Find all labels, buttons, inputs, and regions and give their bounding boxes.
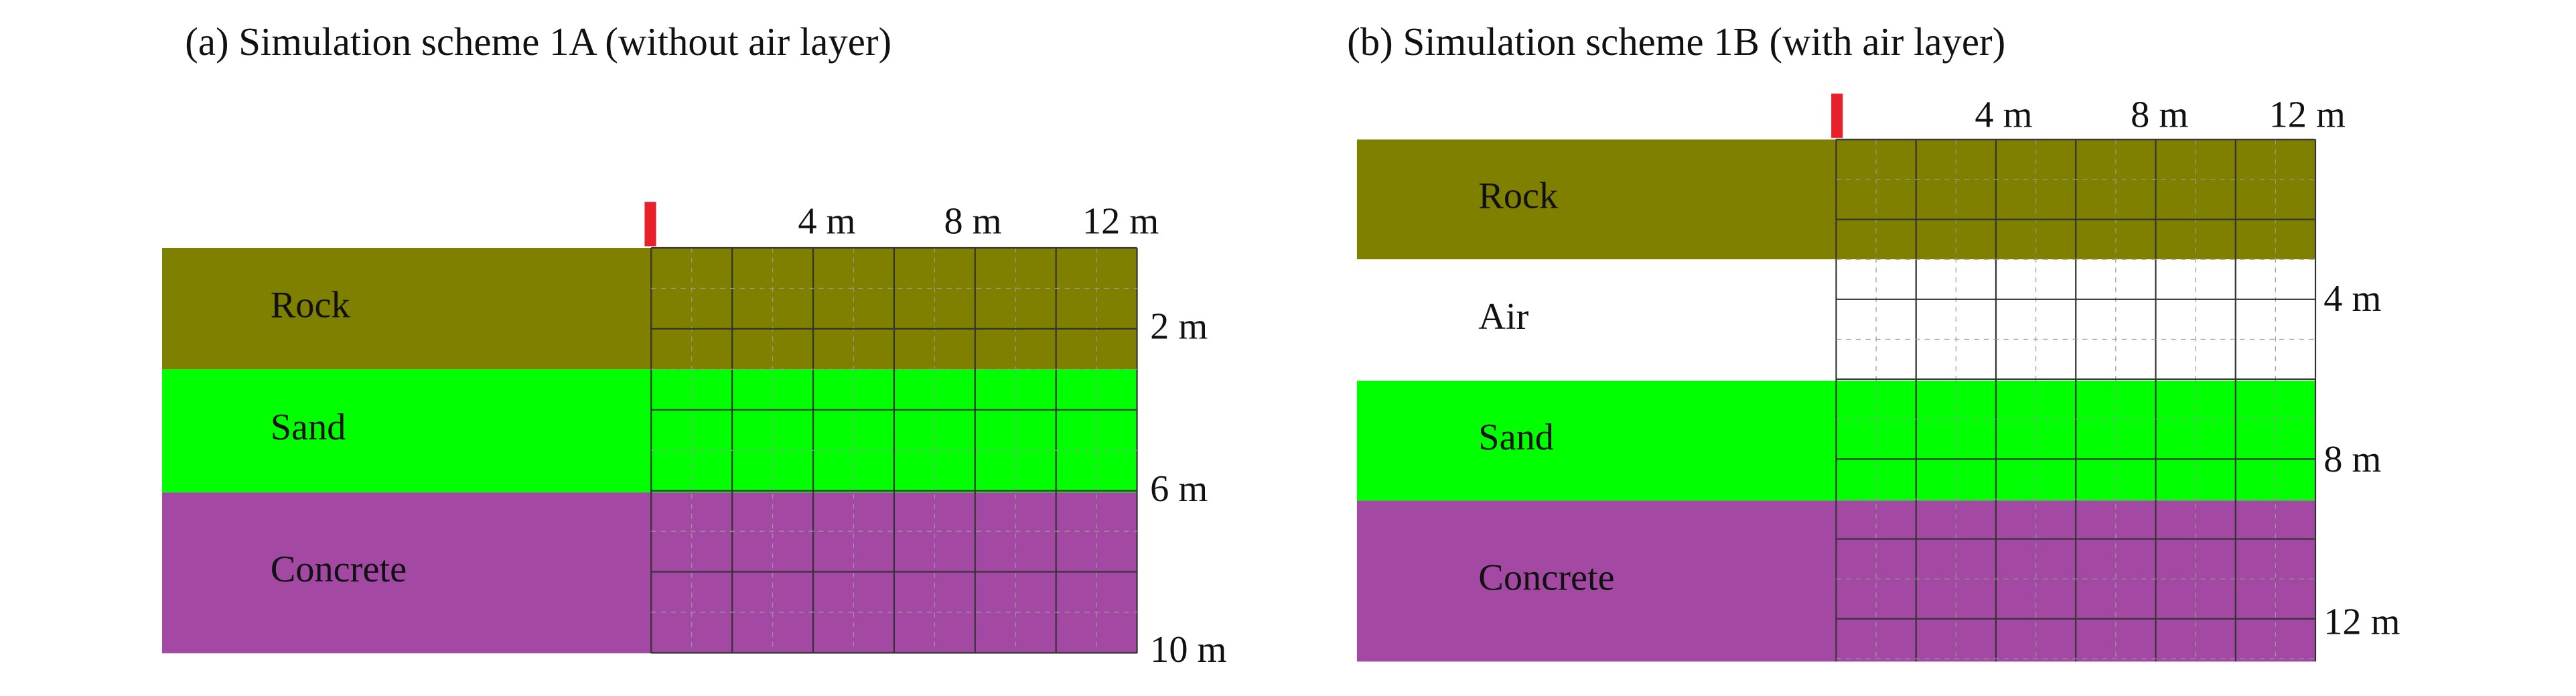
layer-label: Sand [1478,417,1554,458]
side-label: 10 m [1150,629,1226,671]
panel-title: (b) Simulation scheme 1B (with air layer… [1347,20,2005,64]
top-label: 4 m [1975,94,2032,135]
layer-label: Sand [271,407,346,448]
side-label: 4 m [2323,278,2381,320]
top-label: 4 m [798,201,855,242]
panel-title: (a) Simulation scheme 1A (without air la… [185,20,891,64]
layer-label: Air [1478,296,1528,338]
top-label: 12 m [1082,201,1159,242]
side-label: 8 m [2323,439,2381,480]
layer-label: Concrete [1478,557,1614,598]
layer-label: Concrete [271,549,407,590]
side-label: 2 m [1150,305,1208,347]
top-label: 8 m [944,201,1001,242]
source-marker [1831,93,1843,138]
side-label: 6 m [1150,468,1208,510]
top-label: 12 m [2269,94,2346,135]
source-marker [644,202,656,247]
layer-label: Rock [1478,176,1559,217]
top-label: 8 m [2131,94,2188,135]
side-label: 12 m [2323,602,2400,643]
layer-label: Rock [271,285,351,326]
